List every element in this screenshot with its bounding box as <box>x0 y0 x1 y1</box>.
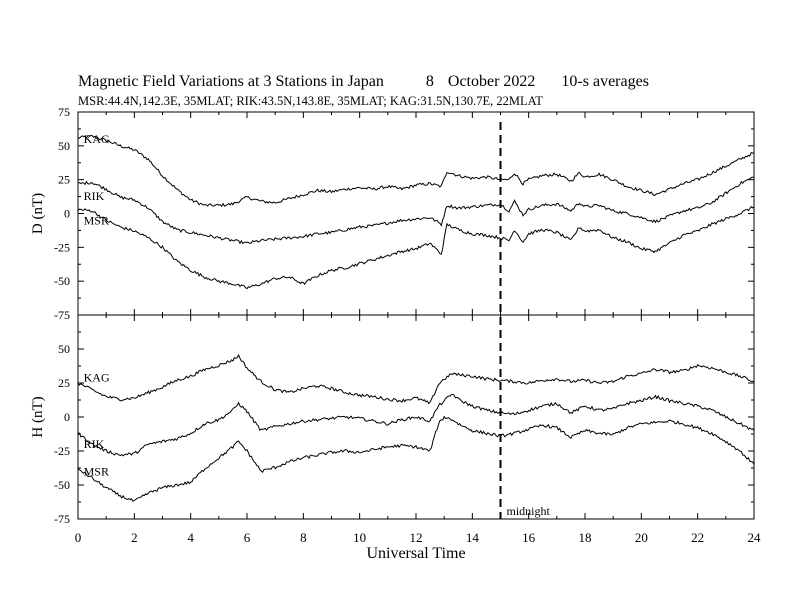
series-line-1-kag <box>77 353 755 405</box>
series-line-1-msr <box>77 415 755 502</box>
x-tick-label-10: 20 <box>635 530 648 545</box>
series-label-1-kag: KAG <box>84 371 110 385</box>
title-text: Magnetic Field Variations at 3 Stations … <box>78 73 384 90</box>
series-line-0-kag <box>77 134 755 208</box>
y-tick-label-1-6: -75 <box>54 512 70 526</box>
x-tick-label-1: 2 <box>131 530 138 545</box>
x-tick-label-3: 6 <box>244 530 251 545</box>
x-tick-label-12: 24 <box>748 530 762 545</box>
x-tick-label-4: 8 <box>300 530 307 545</box>
y-tick-label-0-2: 25 <box>58 173 70 187</box>
y-tick-label-0-6: -75 <box>54 308 70 322</box>
y-tick-label-1-5: -50 <box>54 478 70 492</box>
title-month-year: October 2022 <box>447 73 536 90</box>
series-label-1-rik: RIK <box>84 437 105 451</box>
x-tick-label-6: 12 <box>410 530 423 545</box>
series-label-0-msr: MSR <box>84 213 109 227</box>
title-day: 8 <box>425 73 434 90</box>
series-line-0-msr <box>77 205 755 290</box>
y-tick-label-1-3: 0 <box>64 410 70 424</box>
chart-subtitle: MSR:44.4N,142.3E, 35MLAT; RIK:43.5N,143.… <box>78 94 543 108</box>
chart-title: Magnetic Field Variations at 3 Stations … <box>78 73 649 91</box>
series-label-0-rik: RIK <box>84 189 105 203</box>
y-tick-label-0-5: -50 <box>54 274 70 288</box>
x-tick-label-5: 10 <box>353 530 366 545</box>
series-label-1-msr: MSR <box>84 464 109 478</box>
y-tick-label-1-2: 25 <box>58 376 70 390</box>
x-tick-label-7: 14 <box>466 530 480 545</box>
y-axis-label-0: D (nT) <box>30 193 46 234</box>
x-tick-label-11: 22 <box>691 530 704 545</box>
x-tick-label-9: 18 <box>579 530 592 545</box>
x-tick-label-0: 0 <box>75 530 82 545</box>
x-axis-label: Universal Time <box>366 545 465 562</box>
x-tick-label-8: 16 <box>522 530 536 545</box>
title-averaging: 10-s averages <box>561 73 649 90</box>
series-line-0-rik <box>77 176 755 245</box>
y-tick-label-0-1: 50 <box>58 139 70 153</box>
y-tick-label-1-1: 50 <box>58 342 70 356</box>
panel-frame-0 <box>77 111 755 316</box>
midnight-marker-label: midnight <box>507 504 551 518</box>
x-tick-label-2: 4 <box>187 530 194 545</box>
y-tick-label-1-4: -25 <box>54 444 70 458</box>
series-line-1-rik <box>78 393 755 457</box>
y-tick-label-0-0: 75 <box>58 105 70 119</box>
y-tick-label-0-4: -25 <box>54 240 70 254</box>
y-tick-label-0-3: 0 <box>64 207 70 221</box>
series-label-0-kag: KAG <box>84 132 110 146</box>
y-axis-label-1: H (nT) <box>30 396 46 437</box>
